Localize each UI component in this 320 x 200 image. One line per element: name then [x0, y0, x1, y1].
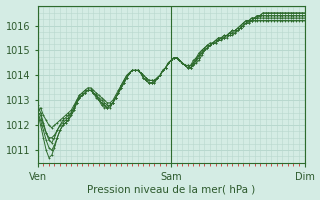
X-axis label: Pression niveau de la mer( hPa ): Pression niveau de la mer( hPa ) [87, 184, 255, 194]
